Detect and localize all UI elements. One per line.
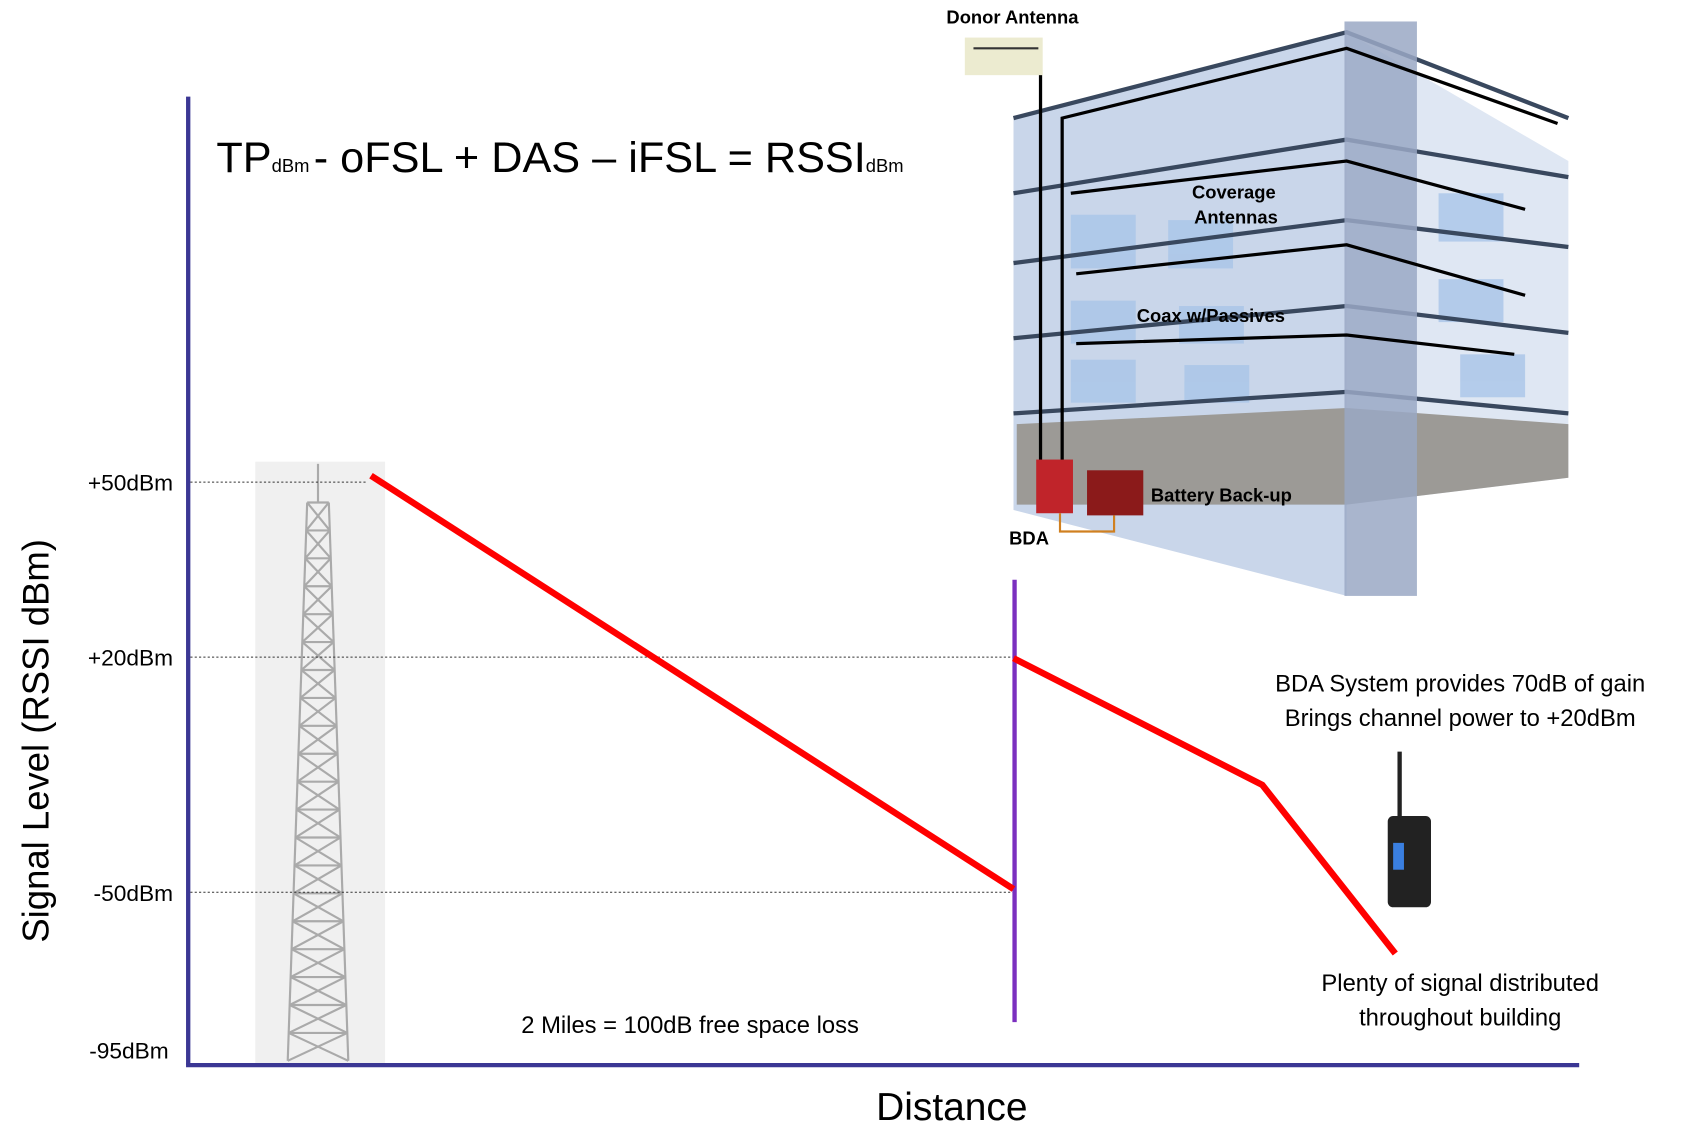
tower-strut bbox=[296, 752, 339, 783]
coverage-label: Coverage bbox=[1192, 182, 1276, 203]
coax-label: Coax w/Passives bbox=[1137, 305, 1285, 326]
tick-label: +50dBm bbox=[88, 471, 173, 496]
radio bbox=[1387, 751, 1431, 908]
loss-annotation: 2 Miles = 100dB free space loss bbox=[521, 1013, 859, 1039]
tower-strut bbox=[292, 892, 343, 923]
tower-strut bbox=[294, 808, 341, 839]
tick-label: -50dBm bbox=[94, 881, 174, 906]
tower-strut bbox=[290, 948, 345, 979]
plenty-annotation: throughout building bbox=[1359, 1005, 1561, 1031]
tower-strut bbox=[298, 697, 337, 727]
tower-strut bbox=[291, 920, 344, 951]
tower-strut bbox=[304, 529, 331, 560]
tower-strut bbox=[297, 724, 338, 755]
tower-strut bbox=[293, 864, 343, 895]
coverage-label: Antennas bbox=[1194, 206, 1278, 227]
formula-sub: dBm bbox=[272, 155, 310, 176]
bda-label: BDA bbox=[1009, 527, 1049, 548]
building: Donor Antenna Coverage Antennas Coax w/P… bbox=[946, 7, 1570, 596]
plenty-annotation: Plenty of signal distributed bbox=[1321, 971, 1599, 997]
tower-strut bbox=[302, 585, 333, 615]
tick-label: -95dBm bbox=[89, 1039, 169, 1064]
tower-strut bbox=[303, 557, 332, 587]
bda-annotation: Brings channel power to +20dBm bbox=[1285, 706, 1636, 732]
tower-strut bbox=[293, 836, 342, 867]
bda-annotation: BDA System provides 70dB of gain bbox=[1275, 672, 1645, 698]
formula-part: TP bbox=[216, 134, 271, 182]
formula-part: - oFSL + DAS – iFSL = RSSI bbox=[314, 134, 866, 182]
outdoor-loss-line bbox=[369, 472, 1016, 892]
tower-strut bbox=[301, 613, 334, 643]
x-axis-label: Distance bbox=[876, 1086, 1027, 1129]
indoor-line bbox=[1012, 655, 1398, 956]
formula: TPdBm - oFSL + DAS – iFSL = RSSIdBm bbox=[216, 134, 903, 182]
tick-label: +20dBm bbox=[88, 646, 173, 671]
tower-strut bbox=[300, 641, 335, 671]
tower-strut bbox=[289, 976, 346, 1006]
battery-label: Battery Back-up bbox=[1151, 484, 1292, 505]
tower-strut bbox=[305, 501, 330, 532]
y-axis-label: Signal Level (RSSI dBm) bbox=[16, 539, 57, 943]
tower-strut bbox=[288, 1004, 347, 1034]
donor-antenna-label: Donor Antenna bbox=[946, 7, 1079, 28]
tower-strut bbox=[295, 780, 340, 811]
tower-strut bbox=[287, 1031, 348, 1062]
formula-sub: dBm bbox=[866, 155, 904, 176]
tower-strut bbox=[299, 669, 336, 699]
tower bbox=[255, 461, 386, 1063]
